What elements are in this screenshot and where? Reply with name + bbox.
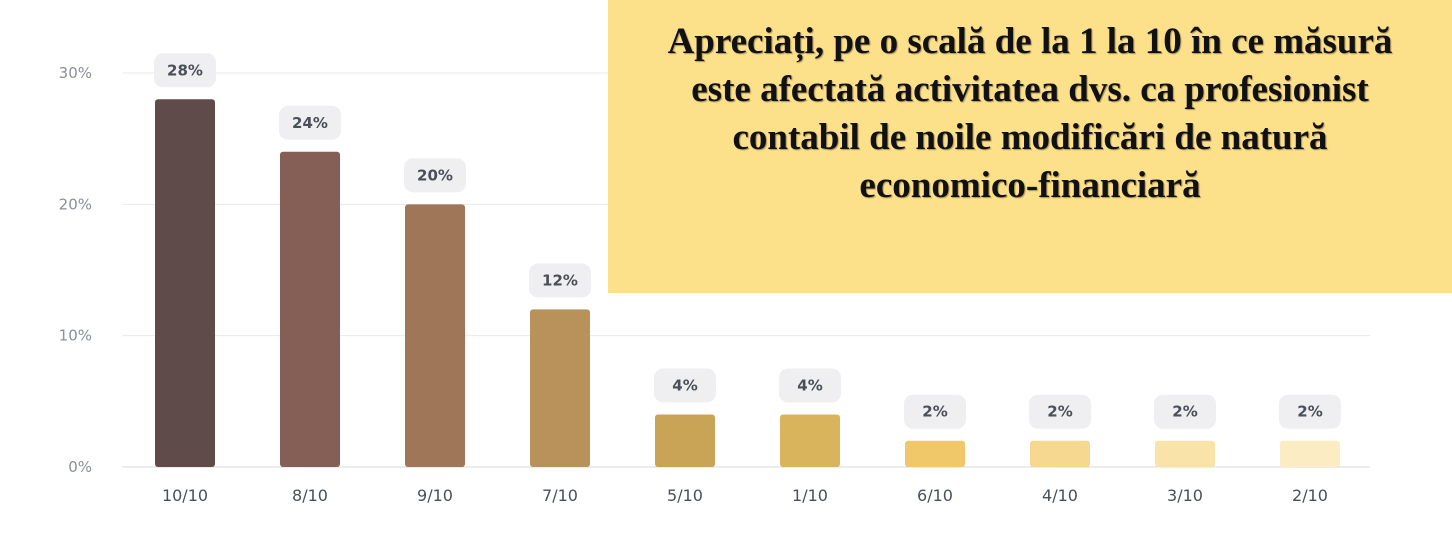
x-tick-label: 1/10: [792, 486, 828, 505]
bar: [280, 151, 340, 468]
data-label: 2%: [1297, 403, 1322, 421]
bar: [780, 414, 840, 467]
x-tick-label: 2/10: [1292, 486, 1328, 505]
data-label: 2%: [1172, 403, 1197, 421]
bar: [405, 204, 465, 468]
bar: [1030, 440, 1090, 467]
data-label-pill: [654, 368, 716, 403]
data-label: 4%: [672, 376, 697, 394]
data-label-pill: [1029, 394, 1091, 429]
data-label-pill: [529, 263, 591, 298]
data-label-pill: [779, 368, 841, 403]
chart-title-box: Apreciați, pe o scală de la 1 la 10 în c…: [608, 0, 1452, 293]
data-label: 2%: [922, 403, 947, 421]
bar: [1155, 440, 1215, 467]
bar: [905, 440, 965, 467]
chart-title: Apreciați, pe o scală de la 1 la 10 în c…: [667, 21, 1393, 207]
data-label: 4%: [797, 376, 822, 394]
data-label-pill: [404, 158, 466, 193]
x-tick-label: 9/10: [417, 486, 453, 505]
bar: [530, 309, 590, 467]
data-label-pill: [279, 105, 341, 140]
x-tick-label: 5/10: [667, 486, 703, 505]
data-label: 24%: [292, 114, 328, 132]
bar: [155, 99, 215, 468]
x-tick-label: 4/10: [1042, 486, 1078, 505]
data-label: 2%: [1047, 403, 1072, 421]
x-tick-label: 3/10: [1167, 486, 1203, 505]
x-tick-label: 10/10: [162, 486, 208, 505]
data-label: 28%: [167, 61, 203, 79]
x-tick-label: 7/10: [542, 486, 578, 505]
x-tick-label: 6/10: [917, 486, 953, 505]
bar: [655, 414, 715, 467]
y-tick-label: 30%: [59, 64, 92, 82]
x-tick-label: 8/10: [292, 486, 328, 505]
y-tick-label: 20%: [59, 195, 92, 213]
data-label-pill: [904, 394, 966, 429]
data-label-pill: [1154, 394, 1216, 429]
y-tick-label: 0%: [68, 458, 92, 476]
data-label-pill: [154, 53, 216, 88]
data-label: 20%: [417, 166, 453, 184]
bar: [1280, 440, 1340, 467]
data-label-pill: [1279, 394, 1341, 429]
data-label: 12%: [542, 271, 578, 289]
y-tick-label: 10%: [59, 327, 92, 345]
